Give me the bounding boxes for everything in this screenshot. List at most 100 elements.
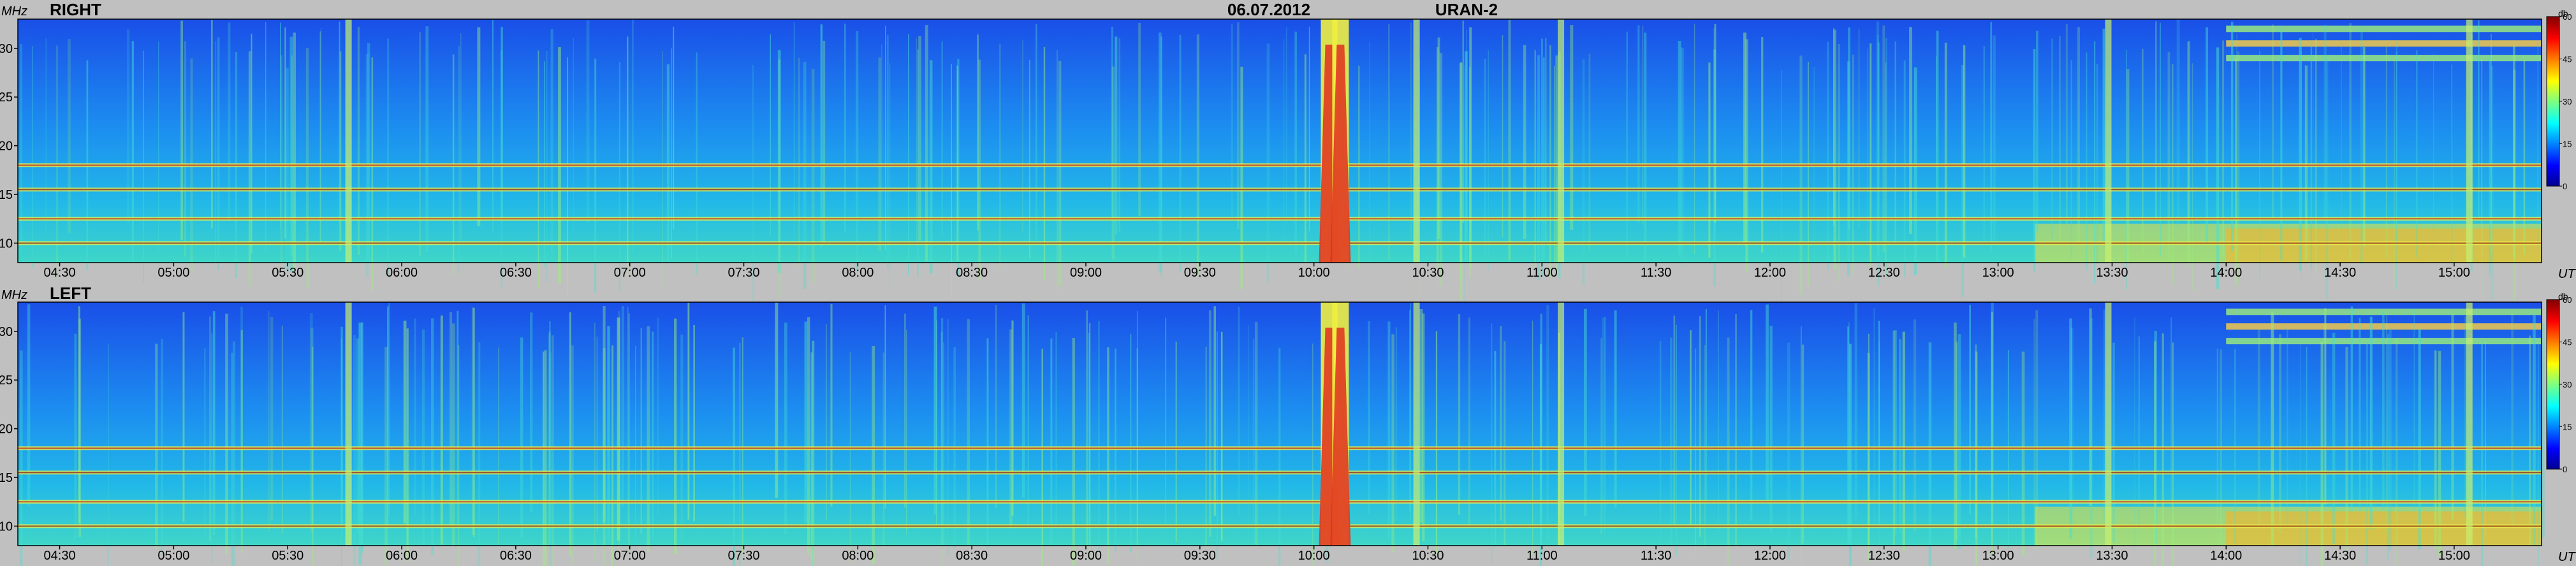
interference-streak (1882, 25, 1885, 252)
x-tick-label: 11:30 (1641, 549, 1672, 563)
interference-streak (1115, 36, 1118, 235)
interference-streak (309, 313, 313, 543)
interference-streak (2478, 20, 2480, 219)
interference-streak (957, 59, 960, 276)
interference-streak (1410, 22, 1412, 239)
interference-streak (908, 34, 909, 276)
interference-streak (240, 330, 243, 553)
interference-streak (161, 338, 163, 554)
x-tick-label: 13:00 (1982, 266, 2014, 280)
x-tick-label: 12:00 (1754, 549, 1786, 563)
interference-streak (2230, 22, 2234, 252)
y-tick-label: 25 (0, 374, 13, 388)
interference-streak (2481, 342, 2483, 566)
interference-streak (421, 329, 425, 546)
interference-streak (1902, 331, 1905, 551)
interference-streak (986, 338, 989, 549)
interference-streak (2529, 335, 2531, 546)
interference-streak (2369, 316, 2373, 530)
interference-streak (471, 307, 475, 535)
interference-streak (248, 51, 251, 287)
interference-streak (567, 57, 569, 295)
interference-streak (2172, 64, 2174, 286)
y-tick-label: 25 (0, 91, 13, 105)
interference-streak (1761, 37, 1764, 253)
interference-streak (473, 308, 475, 538)
interference-streak (775, 302, 779, 498)
interference-streak (2103, 309, 2105, 523)
interference-streak (1238, 307, 1240, 515)
interference-streak (1130, 333, 1132, 553)
interference-streak (1541, 38, 1543, 277)
interference-streak (1944, 42, 1947, 268)
interference-streak (1787, 342, 1790, 561)
interference-streak (32, 46, 33, 268)
interference-streak (889, 63, 891, 291)
high-band-emission (2226, 338, 2542, 345)
interference-streak (784, 323, 787, 535)
interference-streak (2301, 51, 2302, 285)
interference-streak (1011, 320, 1014, 516)
interference-streak (458, 344, 460, 566)
interference-streak (586, 20, 590, 223)
interference-streak (2541, 323, 2545, 538)
interference-streak (830, 303, 833, 507)
interference-streak (550, 29, 553, 254)
interference-streak (319, 31, 321, 242)
x-tick-label: 11:30 (1641, 266, 1672, 280)
interference-streak (621, 306, 625, 507)
interference-streak (27, 304, 31, 506)
interference-streak (2306, 347, 2308, 566)
interference-streak (2102, 28, 2105, 242)
interference-streak (640, 328, 642, 535)
interference-streak (2036, 31, 2038, 233)
interference-streak (2511, 313, 2514, 527)
x-tick-label: 07:00 (614, 266, 646, 280)
interference-streak (2299, 38, 2302, 272)
interference-streak (1549, 45, 1551, 277)
x-tick-label: 07:30 (728, 549, 759, 563)
interference-streak (933, 307, 937, 515)
type-iii-burst (2466, 302, 2473, 546)
interference-streak (1958, 334, 1961, 549)
interference-streak (803, 61, 807, 289)
interference-streak (1745, 39, 1748, 273)
interference-streak (1462, 20, 1464, 224)
interference-streak (1699, 316, 1701, 537)
interference-streak (742, 337, 743, 553)
interference-streak (2481, 60, 2483, 302)
interference-streak (1714, 24, 1716, 223)
interference-streak (1231, 24, 1233, 220)
type-iii-burst-core (1330, 328, 1351, 546)
interference-streak (538, 50, 539, 289)
interference-streak (2221, 40, 2225, 257)
interference-streak (2272, 24, 2274, 219)
y-tick-label: 20 (0, 423, 13, 437)
interference-streak (652, 331, 654, 539)
interference-streak (1600, 338, 1602, 535)
interference-streak (126, 29, 130, 224)
type-iii-burst (2466, 19, 2473, 263)
interference-streak (1540, 314, 1542, 556)
interference-streak (611, 345, 614, 566)
interference-streak (940, 318, 944, 547)
interference-streak (2167, 52, 2170, 261)
interference-streak (501, 50, 503, 287)
interference-streak (2154, 331, 2157, 544)
interference-streak (2433, 53, 2434, 249)
interference-streak (1056, 50, 1058, 292)
interference-streak (2323, 323, 2324, 563)
interference-streak (2538, 343, 2539, 566)
interference-streak (1409, 310, 1411, 512)
interference-streak (1294, 31, 1297, 254)
interference-streak (20, 350, 23, 566)
interference-streak (1833, 28, 1834, 226)
interference-streak (209, 316, 211, 542)
interference-streak (884, 305, 886, 509)
spectrogram-plot-left (17, 301, 2545, 566)
interference-streak (1159, 33, 1162, 272)
interference-streak (212, 311, 216, 535)
interference-streak (1873, 308, 1875, 525)
interference-streak (1266, 43, 1270, 282)
interference-streak (1465, 51, 1468, 264)
